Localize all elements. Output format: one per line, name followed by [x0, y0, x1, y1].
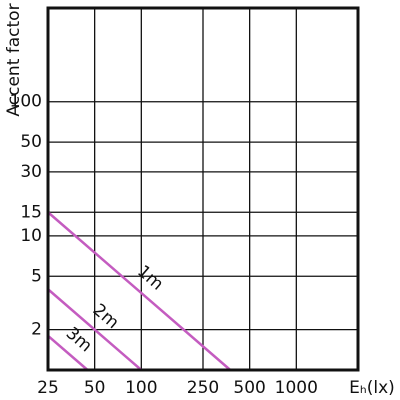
x-tick-label: 1000	[275, 378, 318, 398]
y-tick-label: 5	[31, 266, 42, 286]
x-tick-label: 25	[37, 378, 59, 398]
data-line	[47, 334, 89, 371]
plot-frame	[46, 6, 360, 372]
y-tick-label: 15	[20, 202, 42, 222]
x-tick-label: 250	[187, 378, 219, 398]
y-tick-label: 50	[20, 132, 42, 152]
y-tick-label: 30	[20, 162, 42, 182]
y-tick-label: 10	[20, 226, 42, 246]
y-tick-label: 100	[10, 92, 42, 112]
data-line	[47, 211, 232, 371]
x-tick-label: 50	[84, 378, 106, 398]
x-tick-label: 500	[233, 378, 265, 398]
y-axis-label: Accent factor	[4, 3, 24, 116]
y-tick-label: 2	[31, 320, 42, 340]
x-tick-label: 100	[125, 378, 157, 398]
x-axis-label: Eₕ(lx)	[349, 378, 395, 398]
data-line	[47, 288, 143, 371]
